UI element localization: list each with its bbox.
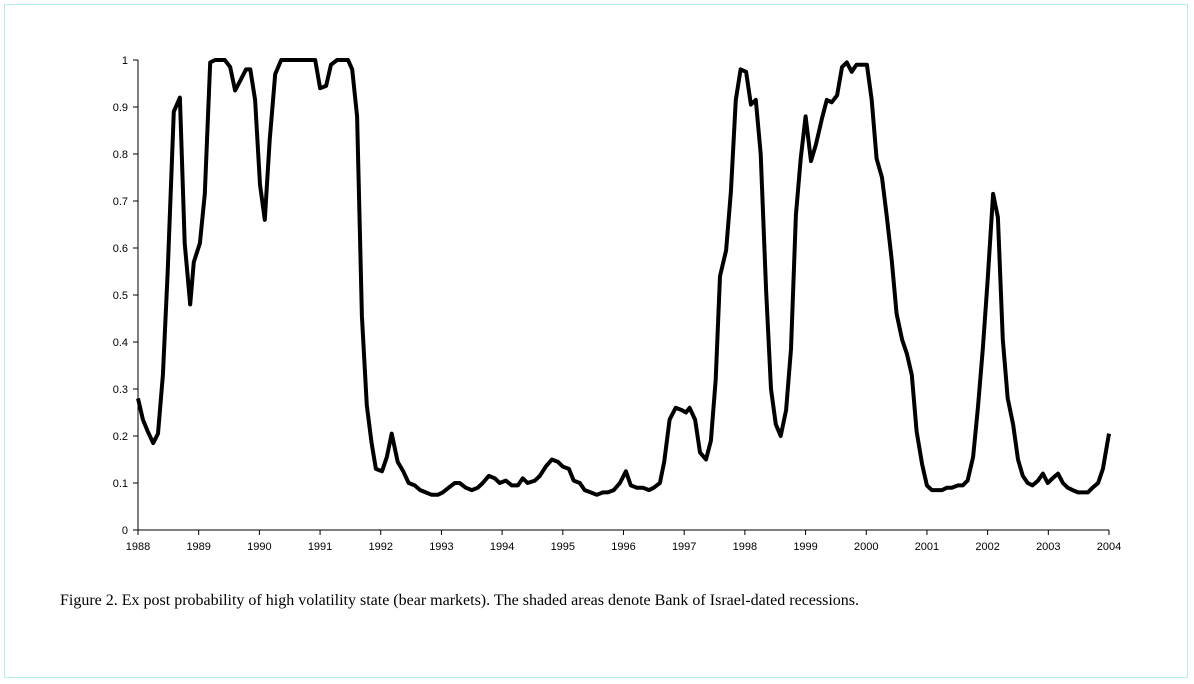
data-line	[136, 58, 1111, 497]
x-tick-label: 2004	[1097, 541, 1121, 553]
x-tick-label: 1991	[308, 541, 332, 553]
x-tick-label: 2002	[975, 541, 999, 553]
x-tick-label: 1992	[369, 541, 393, 553]
x-tick-label: 1990	[247, 541, 271, 553]
caption: Figure 2. Ex post probability of high vo…	[60, 592, 860, 609]
chart: 0 0.1 0.2 0.3 0.4 0.5 0.6 0.7 0.8 0.9 1 1988 1989 199…	[113, 55, 1122, 553]
y-tick-label: 0.8	[113, 149, 128, 161]
x-tick-label: 1997	[672, 541, 696, 553]
y-tick-label: 0.7	[113, 196, 128, 208]
y-tick-label: 0.1	[113, 478, 128, 490]
y-tick-label: 0.5	[113, 290, 128, 302]
y-tick-label: 1	[122, 55, 128, 67]
frame	[4, 4, 1188, 678]
x-tick-label: 1995	[551, 541, 575, 553]
x-tick-label: 2001	[915, 541, 939, 553]
y-tick-label: 0.3	[113, 384, 128, 396]
x-tick-label: 1989	[186, 541, 210, 553]
y-tick-label: 0	[122, 525, 128, 537]
y-tick-label: 0.6	[113, 243, 128, 255]
y-tick-label: 0.9	[113, 102, 128, 114]
x-tick-label: 1998	[733, 541, 757, 553]
x-tick-label: 1993	[429, 541, 453, 553]
x-tick-label: 2003	[1036, 541, 1060, 553]
x-tick-label: 1988	[126, 541, 150, 553]
y-tick-label: 0.2	[113, 431, 128, 443]
x-tick-label: 1994	[490, 541, 514, 553]
x-tick-label: 1996	[611, 541, 635, 553]
x-tick-label: 1999	[793, 541, 817, 553]
y-tick-label: 0.4	[113, 337, 128, 349]
x-tick-label: 2000	[854, 541, 878, 553]
